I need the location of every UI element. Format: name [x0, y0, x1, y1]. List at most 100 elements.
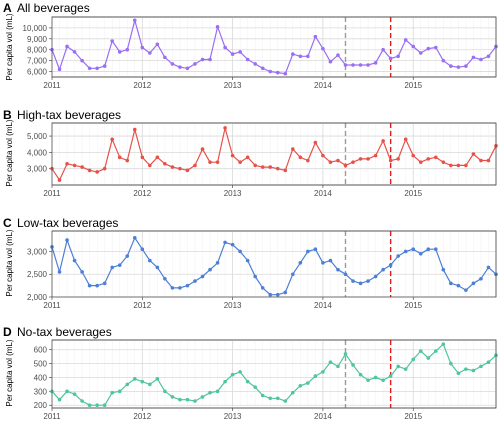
data-point-b: [253, 163, 257, 168]
data-point-a: [117, 50, 122, 54]
x-tick-label-b: 2012: [133, 189, 151, 198]
data-point-b: [95, 170, 99, 174]
data-point-d: [125, 382, 130, 387]
data-point-a: [170, 62, 175, 66]
y-tick-label-a: 6,000: [27, 68, 48, 77]
data-point-a: [87, 66, 92, 71]
data-point-d: [185, 397, 190, 402]
data-point-c: [140, 247, 145, 252]
data-point-c: [433, 247, 438, 252]
data-point-a: [132, 18, 137, 23]
data-point-d: [140, 379, 145, 384]
x-tick-label-c: 2015: [404, 301, 422, 310]
data-point-d: [163, 389, 167, 394]
data-point-b: [486, 158, 491, 163]
panel-c: C Low-tax beverages Per capita vol (mL) …: [3, 216, 498, 310]
data-point-b: [388, 158, 393, 163]
data-point-a: [351, 63, 355, 67]
data-point-b: [373, 153, 378, 158]
data-point-d: [366, 378, 370, 383]
data-point-a: [426, 46, 431, 51]
data-point-b: [366, 157, 370, 161]
data-point-c: [358, 281, 363, 286]
data-point-d: [238, 370, 242, 374]
data-point-d: [449, 361, 453, 366]
data-point-c: [328, 258, 333, 263]
data-point-b: [200, 147, 205, 151]
data-point-b: [291, 147, 295, 151]
data-point-d: [306, 381, 310, 385]
data-point-b: [403, 137, 408, 142]
data-point-a: [163, 55, 167, 60]
data-point-d: [275, 396, 280, 401]
data-point-b: [456, 163, 461, 168]
data-point-d: [200, 395, 205, 399]
data-point-d: [87, 403, 92, 408]
y-axis-label-a: Per capita vol (mL): [5, 13, 14, 80]
data-point-c: [366, 279, 370, 283]
data-point-c: [464, 288, 468, 292]
data-point-a: [110, 39, 115, 43]
data-point-b: [57, 178, 62, 182]
data-point-d: [110, 390, 115, 395]
data-point-a: [381, 47, 385, 52]
data-point-b: [178, 166, 182, 171]
y-axis-label-c: Per capita vol (mL): [5, 229, 14, 296]
data-point-a: [185, 66, 190, 71]
x-tick-label-a: 2015: [404, 81, 422, 90]
data-point-d: [80, 399, 84, 403]
data-point-c: [441, 267, 446, 272]
data-point-d: [373, 375, 378, 380]
data-point-a: [396, 54, 400, 59]
data-point-d: [456, 371, 461, 376]
data-point-a: [336, 53, 340, 57]
data-point-a: [456, 65, 461, 69]
data-point-a: [291, 52, 295, 56]
x-tick-label-d: 2014: [314, 412, 332, 421]
panel-title-a: All beverages: [17, 1, 90, 15]
data-point-a: [140, 45, 145, 50]
data-point-d: [426, 356, 431, 360]
x-tick-label-a: 2011: [43, 81, 61, 90]
data-point-d: [291, 390, 295, 395]
y-tick-label-c: 2,000: [27, 293, 48, 302]
x-tick-label-d: 2011: [43, 412, 61, 421]
data-point-a: [148, 51, 152, 55]
x-tick-label-d: 2015: [404, 412, 422, 421]
data-point-c: [283, 290, 288, 295]
data-point-d: [328, 360, 333, 365]
x-tick-label-c: 2014: [314, 301, 332, 310]
data-point-a: [65, 44, 69, 49]
data-point-a: [449, 64, 453, 68]
data-point-a: [403, 38, 408, 42]
data-point-b: [72, 163, 77, 168]
y-tick-label-c: 2,500: [27, 270, 48, 279]
data-point-a: [102, 64, 107, 68]
y-tick-label-a: 9,000: [27, 35, 48, 44]
y-tick-label-b: 3,000: [27, 165, 48, 174]
data-point-b: [433, 155, 438, 160]
data-point-a: [321, 46, 325, 51]
data-point-d: [298, 383, 303, 388]
data-point-c: [238, 249, 242, 254]
data-point-c: [102, 281, 107, 286]
y-tick-label-d: 300: [34, 387, 48, 396]
data-point-d: [178, 397, 182, 402]
data-point-b: [313, 140, 318, 145]
data-point-c: [388, 263, 393, 267]
data-point-c: [208, 267, 212, 272]
data-point-d: [358, 372, 363, 377]
data-point-d: [148, 382, 152, 387]
panel-title-c: Low-tax beverages: [17, 216, 118, 230]
panel-b: B High-tax beverages Per capita vol (mL)…: [3, 108, 498, 198]
data-point-b: [245, 155, 250, 160]
data-point-d: [193, 399, 197, 403]
data-point-d: [433, 349, 438, 353]
y-tick-label-d: 600: [34, 346, 48, 355]
data-point-b: [283, 168, 288, 173]
data-point-b: [155, 155, 160, 160]
data-point-a: [193, 62, 197, 66]
data-point-c: [381, 267, 385, 272]
data-point-c: [275, 292, 280, 297]
